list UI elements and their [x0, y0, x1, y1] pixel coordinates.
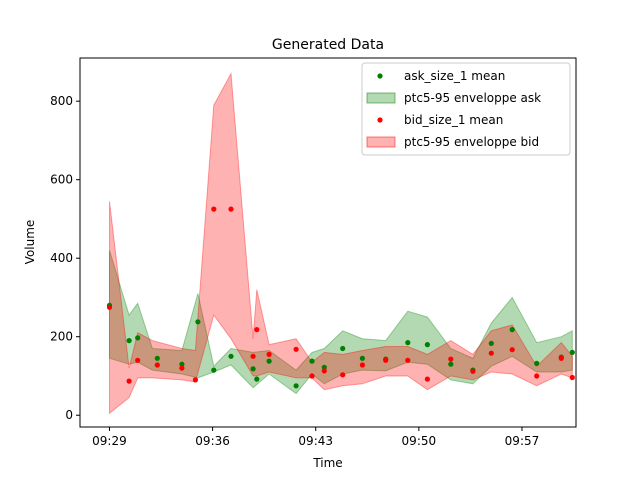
point-s0-23	[534, 360, 540, 366]
legend-label-3: ptc5-95 enveloppe bid	[404, 135, 539, 149]
point-s1-8	[250, 353, 256, 359]
point-s0-1	[126, 338, 132, 344]
x-tick-label-2: 09:43	[298, 434, 333, 448]
point-s1-7	[228, 206, 234, 212]
point-s1-9	[254, 327, 260, 333]
y-axis-title: Volume	[23, 220, 37, 265]
point-s1-16	[383, 357, 389, 363]
point-s1-19	[448, 356, 454, 362]
point-s0-19	[448, 361, 454, 367]
legend: ask_size_1 mean ptc5-95 enveloppe ask bid_…	[361, 62, 571, 156]
point-s0-10	[266, 358, 272, 364]
point-s1-1	[126, 378, 132, 384]
point-s0-22	[509, 327, 515, 333]
y-tick-label-2: 400	[50, 251, 73, 265]
point-s0-6	[211, 367, 217, 373]
point-s1-22	[509, 347, 515, 353]
y-tick-label-0: 0	[65, 408, 73, 422]
x-tick-label-4: 09:57	[505, 434, 540, 448]
point-s0-3	[154, 355, 160, 361]
point-s1-17	[405, 357, 411, 363]
x-axis: 09:29 09:36 09:43 09:50 09:57	[92, 427, 539, 448]
point-s1-2	[135, 357, 141, 363]
y-tick-label-4: 800	[50, 94, 73, 108]
point-s1-25	[569, 374, 575, 381]
point-s0-7	[228, 353, 234, 359]
point-s0-17	[405, 340, 411, 346]
point-s1-14	[340, 372, 346, 378]
point-s1-5	[192, 377, 198, 383]
point-s1-20	[470, 368, 476, 374]
point-s1-0	[106, 304, 113, 310]
legend-marker-0	[377, 73, 383, 79]
legend-label-0: ask_size_1 mean	[404, 69, 505, 83]
legend-marker-2	[377, 117, 383, 123]
point-s0-18	[424, 342, 430, 348]
y-tick-label-1: 200	[50, 330, 73, 344]
point-s0-25	[569, 349, 575, 355]
point-s0-14	[340, 345, 346, 352]
legend-swatch-3	[366, 136, 396, 148]
legend-box	[361, 62, 571, 156]
point-s1-15	[359, 362, 365, 368]
x-tick-label-1: 09:36	[195, 434, 230, 448]
point-s0-2	[135, 335, 141, 341]
point-s0-11	[293, 383, 299, 389]
point-s1-18	[424, 376, 430, 382]
point-s1-10	[266, 351, 272, 357]
plot-area	[106, 72, 575, 415]
legend-swatch-1	[366, 92, 396, 104]
point-s1-12	[309, 373, 315, 379]
point-s1-21	[488, 350, 494, 356]
point-s0-5	[195, 319, 201, 325]
point-s1-3	[154, 362, 160, 368]
point-s0-15	[359, 355, 365, 361]
legend-label-2: bid_size_1 mean	[404, 113, 503, 127]
point-s0-4	[179, 361, 185, 367]
y-tick-label-3: 600	[50, 173, 73, 187]
point-s0-13	[321, 364, 327, 370]
y-axis: 0 200 400 600 800	[50, 94, 80, 422]
point-s1-4	[179, 365, 185, 371]
point-s1-13	[321, 368, 327, 374]
x-tick-label-3: 09:50	[402, 434, 437, 448]
point-s1-11	[293, 346, 299, 352]
point-s0-8	[250, 366, 256, 372]
legend-label-1: ptc5-95 enveloppe ask	[404, 91, 541, 105]
chart-title: Generated Data	[272, 37, 384, 53]
plot-frame	[79, 57, 577, 428]
axes: 09:29 09:36 09:43 09:50 09:57 0 200 400 600 800	[50, 94, 539, 448]
point-s0-21	[488, 340, 494, 346]
point-s1-24	[558, 355, 564, 361]
x-axis-title: Time	[312, 456, 342, 470]
point-s0-12	[309, 358, 315, 364]
point-s1-23	[534, 373, 540, 379]
band-0	[109, 250, 573, 395]
x-tick-label-0: 09:29	[92, 434, 127, 448]
point-s0-9	[254, 376, 260, 382]
point-s1-6	[211, 206, 217, 212]
